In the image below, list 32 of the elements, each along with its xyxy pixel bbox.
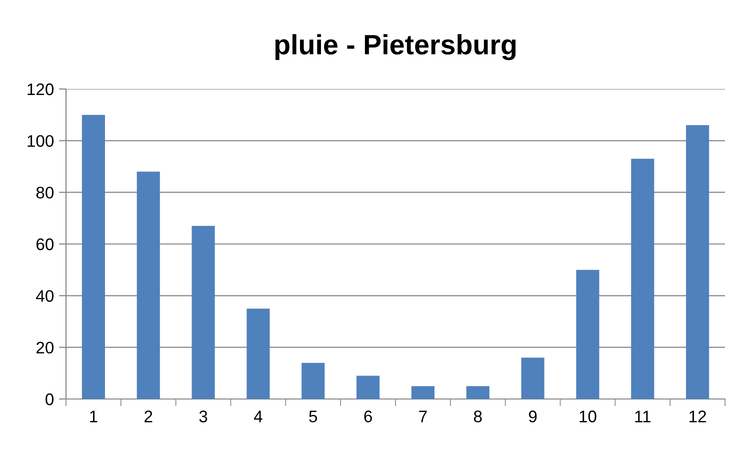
x-tick-label: 10 (580, 410, 596, 422)
x-tick-label: 4 (254, 410, 262, 422)
x-tick-label: 3 (199, 410, 208, 422)
x-tick-label: 7 (419, 410, 427, 422)
x-tick-label: 2 (144, 410, 152, 422)
y-tick-label: 0 (46, 393, 54, 406)
y-tick-label: 60 (36, 238, 54, 250)
x-tick-label: 6 (364, 410, 372, 422)
bar (246, 308, 270, 399)
y-tick-label: 40 (36, 290, 54, 302)
bar (82, 114, 105, 399)
x-tick-label: 11 (635, 410, 650, 422)
bar (411, 386, 434, 399)
x-tick-label: 5 (309, 410, 318, 422)
x-tick-label: 1 (90, 410, 98, 422)
bar (631, 158, 654, 399)
y-tick-label: 20 (36, 342, 54, 354)
bar (192, 226, 215, 399)
y-tick-label: 120 (28, 83, 54, 96)
y-tick-label: 80 (36, 186, 54, 199)
y-tick-label: 100 (28, 135, 54, 147)
bar (302, 362, 325, 399)
bar (576, 270, 600, 399)
bar (136, 172, 160, 399)
x-tick-label: 8 (474, 410, 482, 422)
bar (521, 358, 544, 399)
chart-title: pluie - Pietersburg (275, 34, 516, 60)
bar (686, 125, 710, 399)
bar (466, 386, 490, 399)
x-tick-label: 9 (528, 410, 537, 422)
bar (356, 376, 380, 399)
x-tick-label: 12 (690, 410, 706, 422)
